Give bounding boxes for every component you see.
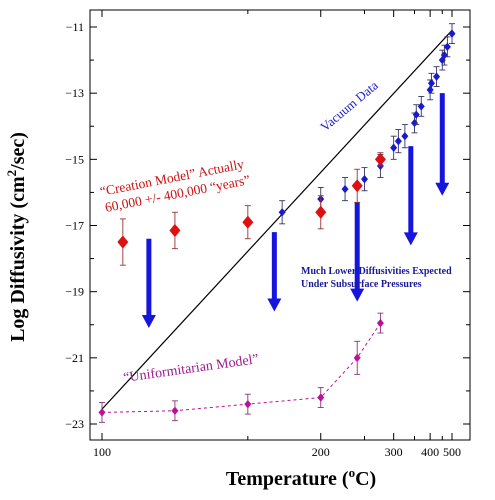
uniformitarian-model-point (353, 353, 361, 363)
creation-model-point (351, 179, 363, 193)
uniformitarian-model-series (98, 312, 384, 423)
creation-model-point (315, 205, 327, 219)
vacuum-data-point (412, 110, 420, 119)
y-tick-label: −23 (65, 417, 84, 431)
vacuum-data-point (361, 174, 368, 184)
series-layer (98, 23, 456, 423)
creation-model-point (374, 152, 386, 166)
y-tick-label: −13 (65, 86, 84, 100)
pressure-arrow-head (267, 298, 282, 312)
vacuum-data-point (390, 143, 398, 152)
pressure-arrow (141, 238, 156, 329)
vacuum-data-label: Vacuum Data (317, 77, 381, 134)
uniformitarian-model-point (376, 318, 384, 328)
x-tick-label: 400 (421, 445, 439, 459)
pressure-arrow-head (141, 315, 156, 329)
pressure-arrow-head (350, 288, 365, 302)
pressure-arrow (350, 202, 365, 302)
creation-model-point (117, 235, 129, 249)
axes-layer: −23 −21 −19 −17 −15 −13 −11 100 200 300 400 500 (65, 9, 471, 459)
y-tick-label: −19 (65, 285, 84, 299)
arrows-layer (141, 93, 450, 329)
uniformitarian-model-connector (101, 322, 381, 413)
creation-model-series (117, 152, 386, 266)
y-tick-label: −21 (65, 351, 84, 365)
y-axis-title: Log Diffusivity (cm2/sec) (4, 132, 29, 342)
pressure-arrow-head (435, 182, 450, 196)
vacuum-data-point (411, 118, 418, 128)
fit-line-layer (101, 29, 453, 410)
vacuum-data-point (448, 29, 456, 38)
uniformitarian-model-point (244, 399, 252, 409)
pressure-arrow (435, 93, 450, 196)
creation-model-point (242, 215, 254, 229)
vacuum-data-point (401, 131, 409, 141)
x-tick-label: 100 (93, 445, 111, 459)
vacuum-fit-line (101, 29, 453, 410)
y-tick-label: −11 (66, 20, 84, 34)
vacuum-data-point (394, 136, 402, 146)
x-tick-label: 200 (312, 445, 330, 459)
pressure-arrow (403, 146, 418, 246)
vacuum-data-point (433, 72, 441, 81)
x-axis-title: Temperature (oC) (226, 465, 376, 490)
y-tick-label: −15 (65, 152, 84, 166)
pressure-arrow-head (403, 232, 418, 246)
uniformitarian-model-point (98, 408, 106, 417)
uniformitarian-model-point (317, 393, 325, 402)
pressure-arrow (267, 232, 282, 312)
vacuum-data-point (417, 102, 425, 111)
pressure-label-line2: Under Subsurface Pressures (301, 279, 422, 290)
vacuum-data-point (427, 79, 435, 88)
vacuum-data-point (278, 208, 286, 217)
vacuum-data-point (341, 184, 349, 194)
creation-model-point (169, 223, 181, 238)
vacuum-data-series (278, 23, 456, 225)
x-tick-label: 500 (443, 445, 461, 459)
uniformitarian-model-label: “Uniformitarian Model” (122, 352, 259, 386)
x-tick-label: 300 (385, 445, 403, 459)
vacuum-data-point (443, 42, 451, 52)
y-tick-label: −17 (65, 219, 84, 233)
uniformitarian-model-point (171, 406, 179, 415)
pressure-label-line1: Much Lower Diffusivities Expected (301, 266, 452, 277)
